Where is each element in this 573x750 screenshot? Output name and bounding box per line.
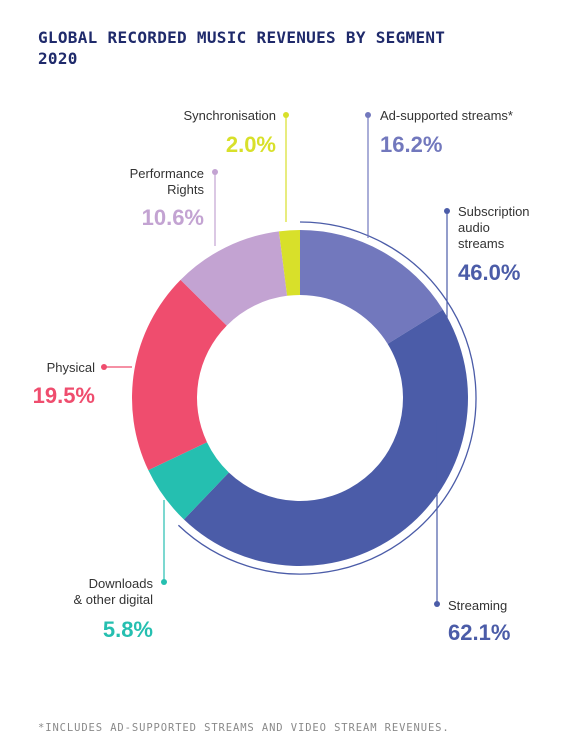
label-synchronisation: Synchronisation [184,108,277,123]
slice-subscription-audio-streams [183,309,468,566]
label-subscription-audio-streams: Subscription audio streams [458,204,530,251]
leader-dot-downloads-other-digital [161,579,167,585]
footnote: *INCLUDES AD-SUPPORTED STREAMS AND VIDEO… [38,722,450,734]
leader-dot-ad-supported-streams [365,112,371,118]
leader-dot-streaming [434,601,440,607]
chart-title-line1: GLOBAL RECORDED MUSIC REVENUES BY SEGMEN… [38,28,446,47]
label-performance-rights: Performance Rights [130,166,205,197]
chart-title: GLOBAL RECORDED MUSIC REVENUES BY SEGMEN… [38,27,445,69]
value-subscription-audio-streams: 46.0% [458,260,520,285]
value-streaming: 62.1% [448,620,510,645]
slice-synchronisation [278,230,300,296]
slice-ad-supported-streams [300,230,443,344]
leader-dot-physical [101,364,107,370]
slice-physical [132,279,227,471]
value-ad-supported-streams: 16.2% [380,132,442,157]
leader-dot-synchronisation [283,112,289,118]
value-physical: 19.5% [33,383,95,408]
label-downloads-other-digital: Downloads & other digital [74,576,154,607]
label-ad-supported-streams: Ad-supported streams* [380,108,513,123]
chart-title-line2: 2020 [38,49,78,68]
label-physical: Physical [47,360,96,375]
leader-dot-performance-rights [212,169,218,175]
value-downloads-other-digital: 5.8% [103,617,153,642]
value-synchronisation: 2.0% [226,132,276,157]
value-performance-rights: 10.6% [142,205,204,230]
leader-dot-subscription-audio-streams [444,208,450,214]
slice-performance-rights [180,231,288,326]
group-bracket-streaming [177,221,477,575]
label-streaming: Streaming [448,598,507,613]
slice-downloads-other-digital [148,442,229,520]
